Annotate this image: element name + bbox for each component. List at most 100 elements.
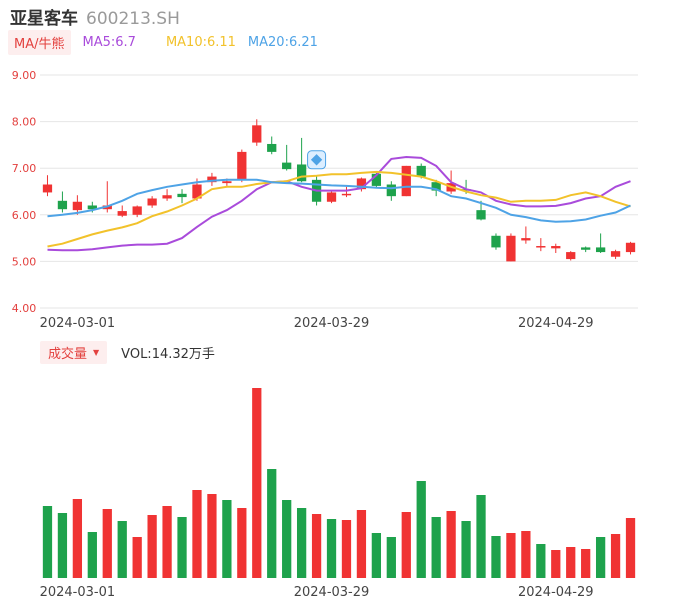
volume-bar bbox=[192, 490, 202, 578]
ma5-legend: MA5:6.7 bbox=[82, 34, 136, 50]
volume-bar bbox=[237, 508, 247, 578]
candle-body bbox=[296, 164, 307, 182]
candle-body bbox=[476, 210, 486, 220]
candle-body bbox=[162, 195, 172, 199]
volume-bar bbox=[87, 532, 97, 578]
candle-body bbox=[72, 201, 83, 211]
ma20-legend: MA20:6.21 bbox=[247, 34, 318, 50]
candle-body bbox=[625, 242, 636, 253]
volume-bar bbox=[356, 510, 367, 578]
volume-bar bbox=[581, 549, 591, 578]
diamond-badge-icon bbox=[310, 154, 323, 166]
ma10-legend: MA10:6.11 bbox=[165, 34, 236, 50]
candle-body bbox=[252, 125, 262, 143]
ma-legend: MA/牛熊 MA5:6.7 MA10:6.11 MA20:6.21 bbox=[8, 29, 318, 55]
volume-bar bbox=[311, 514, 322, 578]
volume-value: VOL:14.32万手 bbox=[121, 346, 215, 362]
x-tick-label: 2024-03-29 bbox=[294, 316, 370, 331]
candle-body bbox=[506, 235, 516, 262]
volume-bar bbox=[267, 469, 277, 578]
candle-body bbox=[282, 162, 292, 170]
volume-bar bbox=[177, 517, 187, 578]
stock-header: 亚星客车 600213.SH bbox=[10, 4, 180, 29]
stock-code: 600213.SH bbox=[86, 9, 180, 29]
volume-x-tick-label: 2024-03-01 bbox=[40, 585, 116, 600]
x-tick-label: 2024-03-01 bbox=[40, 316, 116, 331]
candle-body bbox=[192, 184, 202, 199]
candle-body bbox=[491, 235, 501, 248]
candle-body bbox=[610, 251, 621, 257]
volume-x-tick-label: 2024-04-29 bbox=[518, 585, 594, 600]
candle-body bbox=[57, 200, 68, 210]
candle-body bbox=[326, 192, 337, 202]
candle-body bbox=[431, 182, 441, 191]
volume-bar bbox=[222, 500, 232, 578]
volume-bar bbox=[282, 500, 292, 578]
volume-bar bbox=[536, 544, 546, 578]
volume-bar bbox=[326, 519, 337, 578]
volume-bar bbox=[416, 481, 426, 578]
volume-bar bbox=[57, 513, 68, 578]
y-tick-label: 8.00 bbox=[12, 116, 37, 129]
volume-legend: 成交量 ▼ VOL:14.32万手 bbox=[40, 340, 215, 364]
volume-bar bbox=[521, 531, 531, 578]
volume-bar bbox=[386, 537, 396, 578]
volume-bar bbox=[102, 509, 112, 578]
candle-body bbox=[566, 252, 576, 260]
candle-body bbox=[551, 246, 561, 249]
volume-bar bbox=[401, 512, 411, 578]
y-tick-label: 6.00 bbox=[12, 209, 37, 222]
candle-body bbox=[521, 238, 531, 241]
volume-bar bbox=[132, 537, 142, 578]
volume-bar bbox=[207, 494, 217, 578]
ma20-line bbox=[47, 178, 631, 223]
candle-body bbox=[237, 151, 247, 180]
volume-x-tick-label: 2024-03-29 bbox=[294, 585, 370, 600]
candle-body bbox=[147, 198, 157, 206]
candle-body bbox=[207, 176, 217, 183]
stock-name: 亚星客车 bbox=[10, 9, 78, 29]
volume-bar bbox=[117, 521, 127, 578]
volume-bar bbox=[476, 495, 486, 578]
volume-bar bbox=[595, 537, 606, 578]
candle-body bbox=[222, 181, 232, 184]
candle-body bbox=[401, 165, 411, 197]
volume-bar bbox=[610, 534, 621, 578]
y-tick-label: 4.00 bbox=[12, 302, 37, 315]
candle-body bbox=[132, 206, 142, 215]
y-tick-label: 9.00 bbox=[12, 69, 37, 82]
candle-body bbox=[87, 205, 97, 210]
candle-body bbox=[177, 193, 187, 198]
candle-body bbox=[371, 173, 382, 186]
candle-body bbox=[267, 143, 277, 152]
volume-bar bbox=[42, 506, 53, 578]
candle-body bbox=[595, 247, 606, 253]
candle-body bbox=[117, 211, 127, 216]
candle-body bbox=[356, 178, 367, 190]
caret-down-icon: ▼ bbox=[93, 347, 100, 357]
volume-indicator-dropdown[interactable]: 成交量 ▼ bbox=[40, 340, 108, 364]
candle-body bbox=[341, 193, 352, 196]
volume-bar bbox=[252, 388, 262, 578]
volume-bar bbox=[147, 515, 157, 578]
candle-body bbox=[416, 165, 426, 177]
volume-bar bbox=[72, 499, 83, 578]
ma5-line bbox=[47, 155, 631, 252]
volume-bar bbox=[296, 508, 307, 578]
x-tick-label: 2024-04-29 bbox=[518, 316, 594, 331]
ma10-line bbox=[47, 170, 631, 248]
y-tick-label: 5.00 bbox=[12, 255, 37, 268]
volume-toggle-label: 成交量 bbox=[48, 346, 88, 362]
volume-bar bbox=[341, 520, 352, 578]
volume-bar bbox=[431, 517, 441, 578]
volume-bar bbox=[506, 533, 516, 578]
volume-bar bbox=[461, 521, 471, 578]
ma-bull-bear-toggle[interactable]: MA/牛熊 bbox=[8, 29, 71, 55]
volume-bar bbox=[491, 536, 501, 578]
volume-bar bbox=[551, 550, 561, 578]
candle-body bbox=[42, 184, 53, 193]
candle-body bbox=[536, 246, 546, 248]
volume-bar bbox=[162, 506, 172, 578]
volume-bar bbox=[446, 511, 456, 578]
